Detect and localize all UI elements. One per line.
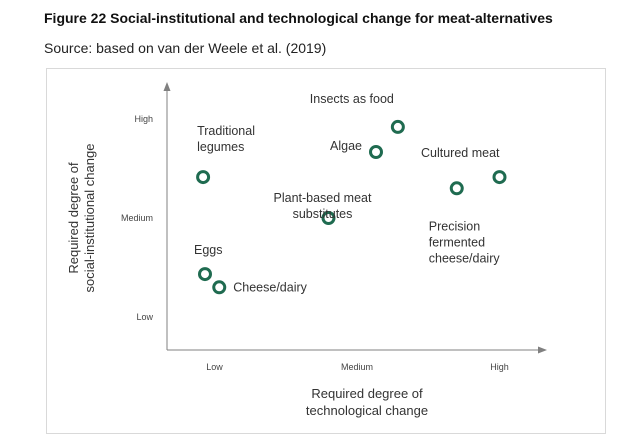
x-axis-title: Required degree of technological change (306, 386, 428, 418)
data-point-marker (196, 170, 211, 185)
x-tick-label: High (490, 362, 509, 372)
data-point-label: Plant-based meat substitutes (274, 191, 373, 221)
x-tick-label: Medium (341, 362, 373, 372)
tick-labels: Low Medium High Low Medium High (121, 114, 509, 372)
figure-title: Figure 22 Social-institutional and techn… (44, 10, 553, 26)
chart-frame (46, 68, 606, 434)
y-axis-title: Required degree ofsocial-institutional c… (66, 144, 97, 293)
data-point-label: Precision fermented cheese/dairy (429, 219, 501, 265)
y-tick-label: High (134, 114, 153, 124)
data-point-label-line: cheese/dairy (429, 251, 501, 265)
y-tick-label: Low (136, 312, 153, 322)
data-point-label-line: fermented (429, 235, 485, 249)
figure-source: Source: based on van der Weele et al. (2… (44, 40, 327, 56)
data-point-marker (198, 267, 212, 282)
data-point-label: Insects as food (310, 92, 394, 106)
x-axis-title-line: Required degree of (311, 386, 423, 401)
x-axis-title-line: technological change (306, 403, 428, 418)
data-point-label: Cultured meat (421, 146, 500, 160)
data-point-marker (390, 119, 405, 134)
data-point-label-line: Precision (429, 219, 480, 233)
y-axis-title-line: social-institutional change (82, 144, 97, 293)
x-axis-arrow (538, 346, 547, 354)
data-point-marker (492, 170, 507, 185)
data-point-marker (321, 211, 336, 225)
data-point-label-line: Cheese/dairy (233, 280, 307, 294)
data-point-label-line: Cultured meat (421, 146, 500, 160)
axis-titles: Required degree of technological changeRe… (66, 144, 428, 418)
data-points: Insects as food Algae Traditional legumes Cu… (194, 92, 507, 295)
data-point-marker (212, 280, 227, 295)
data-point-label-line: legumes (197, 140, 244, 154)
data-point-marker (369, 145, 383, 159)
data-point-label-line: Insects as food (310, 92, 394, 106)
data-point-label: Cheese/dairy (233, 280, 307, 294)
data-point-marker (449, 181, 464, 196)
data-point-label-line: Algae (330, 139, 362, 153)
y-axis-title-line: Required degree of (66, 162, 81, 274)
axes (163, 82, 547, 354)
y-axis-arrow (163, 82, 171, 91)
data-point-label-line: Traditional (197, 124, 255, 138)
data-point-label: Eggs (194, 243, 223, 257)
x-tick-label: Low (206, 362, 223, 372)
data-point-label-line: Eggs (194, 243, 223, 257)
data-point-label-line: Plant-based meat (274, 191, 373, 205)
data-point-label: Traditional legumes (197, 124, 255, 154)
y-tick-label: Medium (121, 213, 153, 223)
data-point-label-line: substitutes (293, 207, 353, 221)
data-point-label: Algae (330, 139, 362, 153)
